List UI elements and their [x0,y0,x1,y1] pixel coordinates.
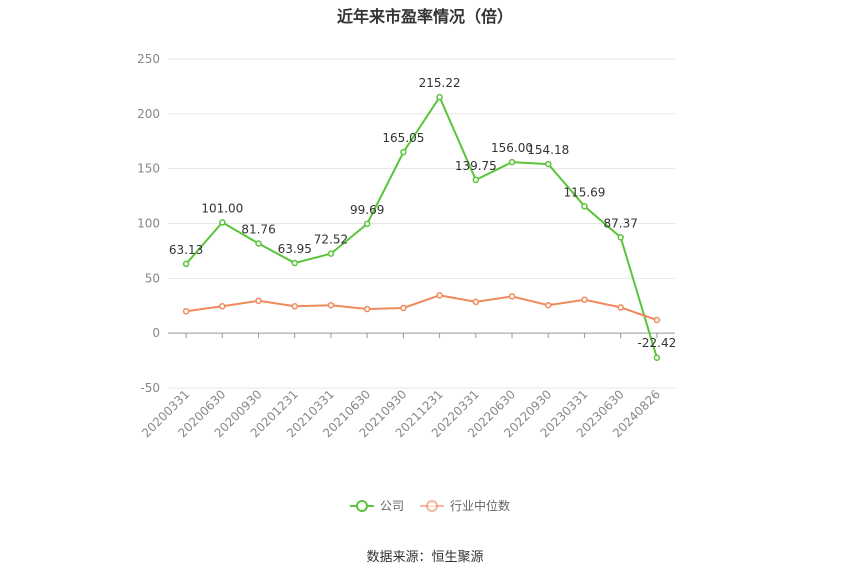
data-point[interactable] [182,260,190,268]
data-point[interactable] [545,160,552,168]
data-point[interactable] [255,240,262,247]
data-point[interactable] [291,259,298,267]
data-point[interactable] [182,307,190,315]
grid-lines [168,58,675,389]
data-label: 101.00 [201,201,243,215]
data-label: 139.75 [455,159,497,173]
chart-title: 近年来市盈率情况（倍） [336,7,513,26]
data-point[interactable] [653,316,661,324]
data-point[interactable] [581,296,588,303]
data-label: 115.69 [563,185,605,199]
y-tick-label: 50 [145,271,160,285]
data-point[interactable] [508,158,516,166]
data-point[interactable] [291,303,298,310]
y-axis: -50 0 50 100 150 200 250 [137,52,160,395]
data-point[interactable] [436,292,443,299]
data-point[interactable] [363,220,371,228]
y-tick-label: 250 [137,52,160,66]
data-point[interactable] [327,250,335,257]
data-point[interactable] [400,304,407,312]
y-tick-label: -50 [140,381,160,395]
data-point[interactable] [617,234,624,241]
data-point[interactable] [255,297,262,305]
series-lines [182,93,661,362]
y-tick-label: 100 [137,217,160,231]
legend-label: 公司 [380,499,404,513]
y-tick-label: 200 [137,107,160,121]
data-label: 99.69 [350,203,384,217]
data-label: 87.37 [603,216,637,230]
data-point[interactable] [219,303,226,310]
data-point[interactable] [581,203,588,210]
series-line [185,95,658,359]
data-point[interactable] [617,304,624,311]
legend-marker [356,500,368,512]
legend-label: 行业中位数 [450,498,510,513]
x-axis: 2020033120200630202009302020123120210331… [139,332,675,440]
data-point[interactable] [472,176,480,184]
data-label: -22.42 [638,336,677,350]
y-tick-label: 0 [152,326,160,340]
data-point[interactable] [545,301,552,309]
series-line [185,294,658,321]
data-point[interactable] [508,293,516,300]
data-label: 72.52 [314,233,348,247]
y-tick-label: 150 [137,162,160,176]
legend-marker [426,500,438,512]
data-point[interactable] [653,354,661,362]
data-label: 63.95 [278,242,312,256]
data-label: 156.00 [491,141,533,155]
data-label: 81.76 [241,223,275,237]
source-note: 数据来源：恒生聚源 [366,550,484,565]
data-point[interactable] [472,298,480,306]
data-label: 215.22 [419,76,461,90]
data-label: 63.13 [169,243,203,257]
data-label: 165.05 [382,131,424,145]
data-point[interactable] [219,219,226,226]
data-point[interactable] [327,301,335,309]
data-point[interactable] [400,148,407,156]
legend-item[interactable]: 行业中位数 [420,498,510,513]
legend: 公司 行业中位数 [350,498,510,513]
data-label: 154.18 [527,143,569,157]
data-point[interactable] [363,305,371,313]
data-point[interactable] [436,93,443,101]
legend-item[interactable]: 公司 [350,499,404,513]
